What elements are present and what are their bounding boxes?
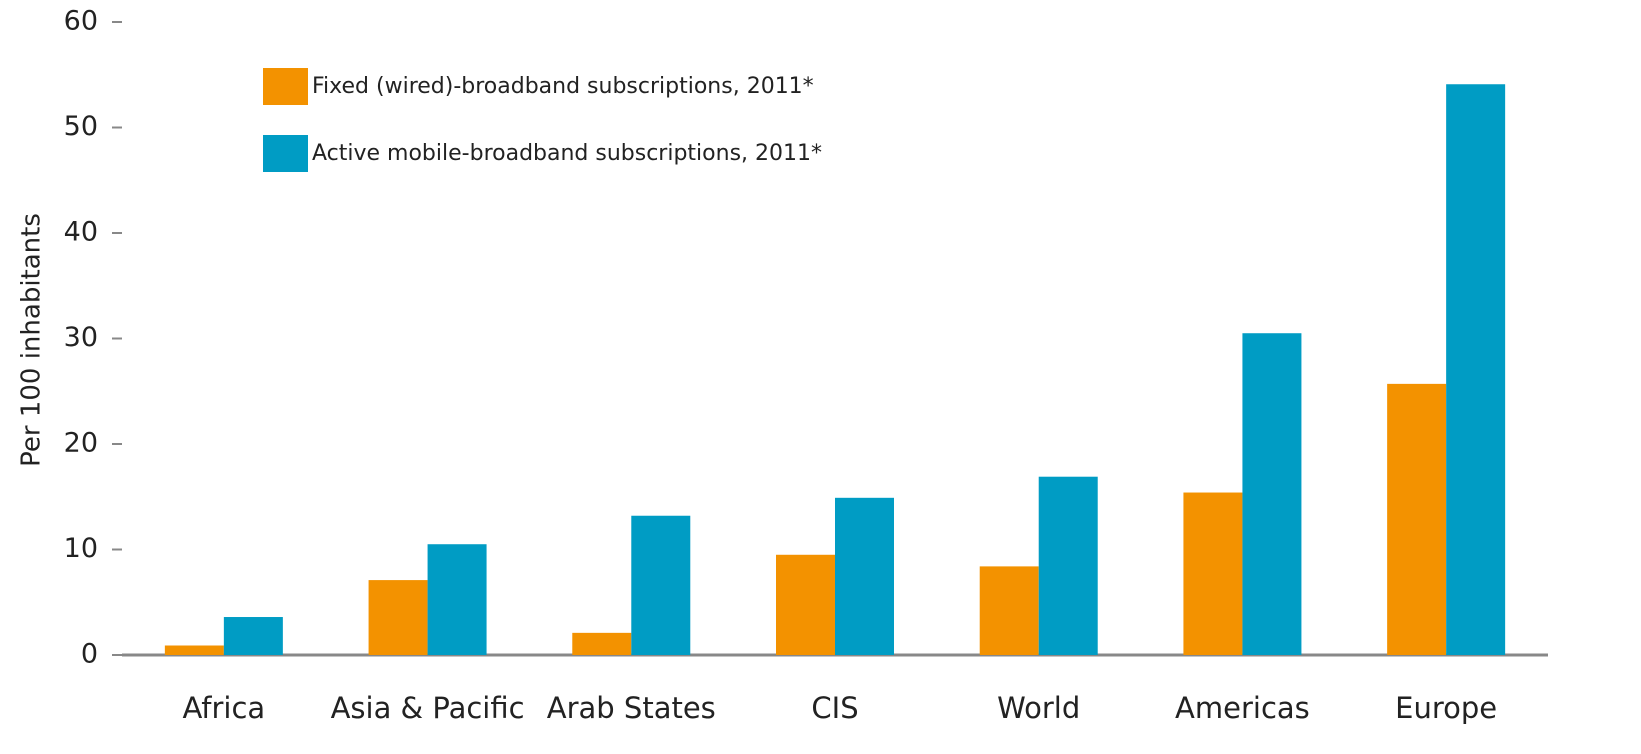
bar [1446, 84, 1506, 656]
y-tick-label: 60 [64, 6, 98, 37]
x-tick-label: CIS [811, 691, 858, 725]
y-tick-label: 50 [64, 111, 98, 142]
bar [631, 515, 691, 655]
x-tick-label: Africa [182, 691, 265, 725]
bar [776, 554, 835, 655]
bar [1387, 383, 1447, 655]
bar [572, 632, 632, 655]
legend-swatch [263, 68, 308, 105]
bar [979, 566, 1039, 655]
bar [223, 617, 283, 655]
bar [1242, 333, 1302, 655]
y-tick-label: 30 [64, 322, 98, 353]
x-tick-label: Europe [1395, 691, 1497, 725]
x-tick-label: Americas [1175, 691, 1310, 725]
y-tick-label: 20 [64, 428, 98, 459]
bar [1038, 476, 1098, 655]
x-tick-label: Arab States [547, 691, 716, 725]
y-tick-label: 0 [81, 639, 98, 670]
x-tick-label: Asia & Pacific [331, 691, 525, 725]
legend-swatch [263, 135, 308, 172]
y-tick-label: 40 [64, 217, 98, 248]
bar [368, 580, 428, 655]
bar [1183, 492, 1243, 655]
y-axis-label: Per 100 inhabitants [17, 213, 47, 467]
legend-label: Fixed (wired)-broadband subscriptions, 2… [312, 74, 814, 99]
y-tick-label: 10 [64, 533, 98, 564]
bar [835, 497, 894, 655]
legend-label: Active mobile-broadband subscriptions, 2… [312, 141, 822, 166]
bar [164, 645, 224, 655]
x-tick-label: World [997, 691, 1080, 725]
bar [427, 544, 487, 655]
